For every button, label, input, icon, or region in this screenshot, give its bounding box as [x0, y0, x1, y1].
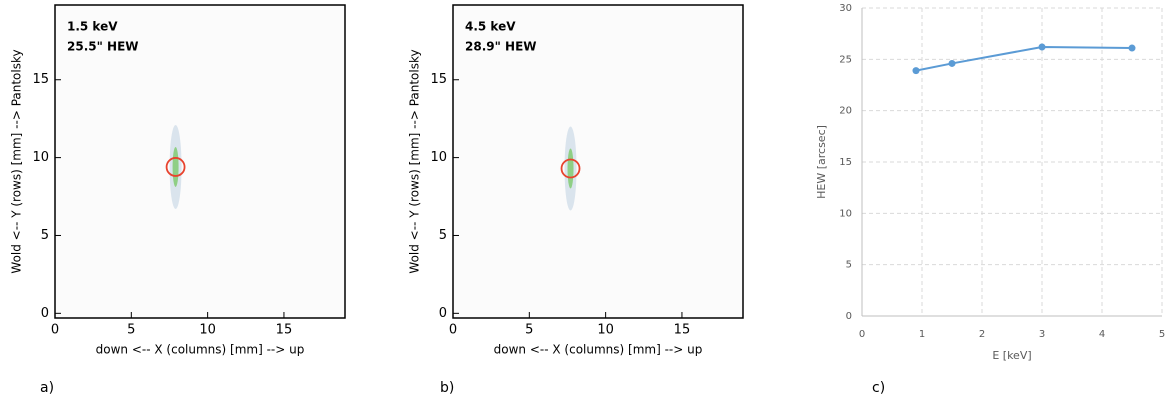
- y-tick-label: 10: [430, 150, 447, 165]
- x-tick-label: 1: [919, 329, 925, 340]
- x-tick-label: 0: [859, 329, 865, 340]
- data-point: [912, 67, 920, 75]
- spot-core: [172, 146, 179, 187]
- y-tick-label: 10: [839, 208, 852, 219]
- x-tick-label: 5: [127, 323, 135, 338]
- x-tick-label: 10: [597, 323, 614, 338]
- y-axis-label: Wold <-- Y (rows) [mm] --> Pantolsky: [10, 49, 24, 273]
- x-tick-label: 4: [1099, 329, 1105, 340]
- panel-label: c): [872, 380, 885, 396]
- spot-core: [567, 148, 574, 189]
- annotation: 1.5 keV: [67, 20, 118, 34]
- y-axis-label: Wold <-- Y (rows) [mm] --> Pantolsky: [408, 49, 422, 273]
- data-point: [1038, 43, 1046, 51]
- y-tick-label: 30: [839, 3, 852, 14]
- x-axis-label: down <-- X (columns) [mm] --> up: [96, 343, 305, 357]
- x-tick-label: 0: [449, 323, 457, 338]
- y-tick-label: 5: [846, 260, 852, 271]
- data-point: [948, 59, 956, 67]
- panel-label: a): [40, 380, 54, 396]
- y-tick-label: 10: [32, 150, 49, 165]
- x-tick-label: 15: [674, 323, 691, 338]
- y-tick-label: 0: [439, 306, 447, 321]
- y-tick-label: 0: [846, 311, 852, 322]
- x-tick-label: 15: [276, 323, 293, 338]
- annotation: 28.9" HEW: [465, 40, 537, 54]
- image-area: [54, 4, 346, 319]
- y-axis-label: HEW [arcsec]: [815, 125, 828, 199]
- x-axis-label: E [keV]: [992, 349, 1031, 362]
- hew-circle: [165, 157, 186, 177]
- annotation: 25.5" HEW: [67, 40, 139, 54]
- x-tick-label: 5: [1159, 329, 1165, 340]
- x-tick-label: 3: [1039, 329, 1045, 340]
- data-point: [1128, 44, 1136, 52]
- y-tick-label: 25: [839, 54, 852, 65]
- x-tick-label: 5: [525, 323, 533, 338]
- y-tick-label: 15: [32, 72, 49, 87]
- annotation: 4.5 keV: [465, 20, 516, 34]
- image-area: [452, 4, 744, 319]
- x-tick-label: 0: [51, 323, 59, 338]
- x-axis-label: down <-- X (columns) [mm] --> up: [494, 343, 703, 357]
- y-tick-label: 0: [41, 306, 49, 321]
- y-tick-label: 5: [41, 228, 49, 243]
- panel-label: b): [440, 380, 454, 396]
- hew-circle: [560, 158, 581, 179]
- x-tick-label: 2: [979, 329, 985, 340]
- y-tick-label: 15: [430, 72, 447, 87]
- y-tick-label: 5: [439, 228, 447, 243]
- y-tick-label: 15: [839, 157, 852, 168]
- x-tick-label: 10: [199, 323, 216, 338]
- y-tick-label: 20: [839, 106, 852, 117]
- data-line: [915, 46, 1133, 72]
